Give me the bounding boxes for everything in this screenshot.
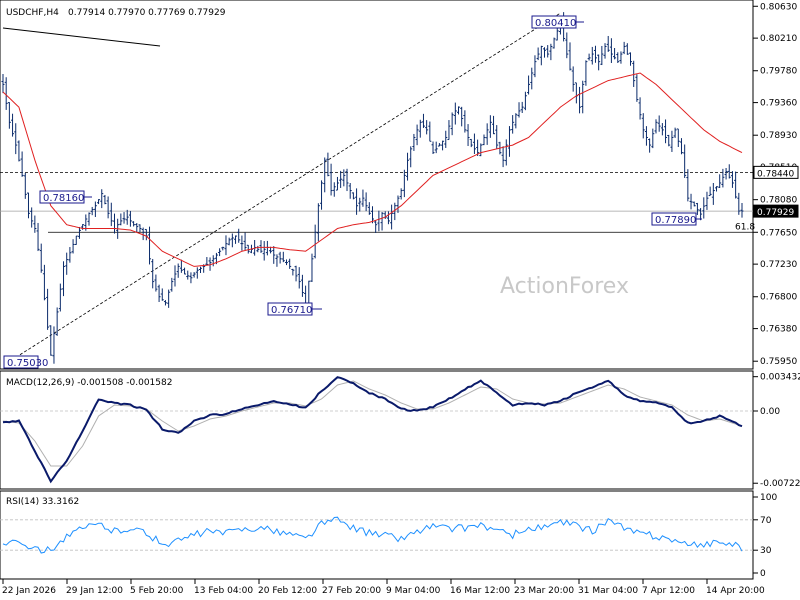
price-y-tick-label: 0.77230 [760, 260, 797, 270]
price-y-tick-label: 0.80210 [760, 34, 797, 44]
x-tick-label: 9 Mar 04:00 [386, 586, 441, 596]
rsi-panel-bg [0, 490, 754, 580]
rsi-line [2, 516, 743, 554]
channel-dashed-line [15, 12, 561, 358]
x-tick-label: 7 Apr 12:00 [642, 586, 695, 596]
price-y-tick-label: 0.78930 [760, 131, 797, 141]
rsi-y-tick-label: 70 [760, 516, 772, 526]
trend-line [2, 27, 161, 47]
x-tick-label: 31 Mar 04:00 [578, 586, 638, 596]
price-label: 0.80410 [535, 18, 576, 29]
x-tick-label: 16 Mar 12:00 [450, 586, 510, 596]
price-y-tick-label: 0.79780 [760, 67, 797, 77]
price-label: 0.75030 [7, 358, 48, 369]
price-label: 0.77890 [655, 215, 696, 226]
x-tick-label: 23 Mar 20:00 [514, 586, 574, 596]
price-label-box [3, 355, 39, 369]
price-y-tick-label: 0.77650 [760, 228, 797, 238]
rsi-series-group [0, 516, 753, 554]
price-y-tick-label: 0.78080 [760, 196, 797, 206]
rsi-y-tick-label: 30 [760, 546, 772, 556]
price-y-tick-label: 0.76380 [760, 325, 797, 335]
macd-title: MACD(12,26,9) -0.001508 -0.001582 [6, 378, 172, 388]
macd-signal-line [2, 380, 743, 467]
x-tick-label: 27 Feb 20:00 [322, 586, 381, 596]
fib-level-label: 61.8 [735, 222, 755, 232]
rsi-y-tick-label: 100 [760, 493, 777, 503]
macd-y-tick-label: -0.007223 [760, 479, 800, 489]
level-price-box [753, 165, 799, 179]
x-tick-label: 5 Feb 20:00 [130, 586, 184, 596]
price-label: 0.76710 [271, 305, 312, 316]
macd-panel-bg [0, 370, 754, 490]
x-tick-label: 20 Feb 12:00 [258, 586, 317, 596]
macd-y-tick-label: 0.00 [760, 407, 780, 417]
level-price-label: 0.78440 [757, 169, 794, 179]
price-panel-bg [0, 0, 754, 370]
current-price-box [753, 204, 799, 218]
price-label: 0.78160 [43, 193, 84, 204]
price-y-tick-label: 0.80630 [760, 2, 797, 12]
x-tick-label: 13 Feb 04:00 [194, 586, 253, 596]
symbol-title: USDCHF,H4 [6, 8, 59, 18]
macd-y-tick-label: 0.003432 [760, 373, 800, 383]
watermark: ActionForex [500, 274, 629, 299]
rsi-y-tick-label: 0 [760, 569, 766, 579]
macd-series-group [0, 376, 753, 484]
macd-line [2, 376, 743, 484]
moving-average-line [2, 72, 743, 267]
price-y-tick-label: 0.75950 [760, 357, 797, 367]
price-series-group: 0.80410 0.78160 0.76710 0.75030 0.77890 61.8 [0, 12, 755, 369]
x-tick-label: 14 Apr 20:00 [706, 586, 765, 596]
price-y-tick-label: 0.76800 [760, 293, 797, 303]
rsi-title: RSI(14) 33.3162 [6, 497, 79, 507]
ohlc-readout: 0.77914 0.77970 0.77769 0.77929 [68, 8, 226, 18]
x-tick-label: 29 Jan 12:00 [66, 586, 123, 596]
current-price-label: 0.77929 [757, 208, 794, 218]
x-tick-label: 22 Jan 2026 [2, 586, 56, 596]
price-y-tick-label: 0.79360 [760, 99, 797, 109]
